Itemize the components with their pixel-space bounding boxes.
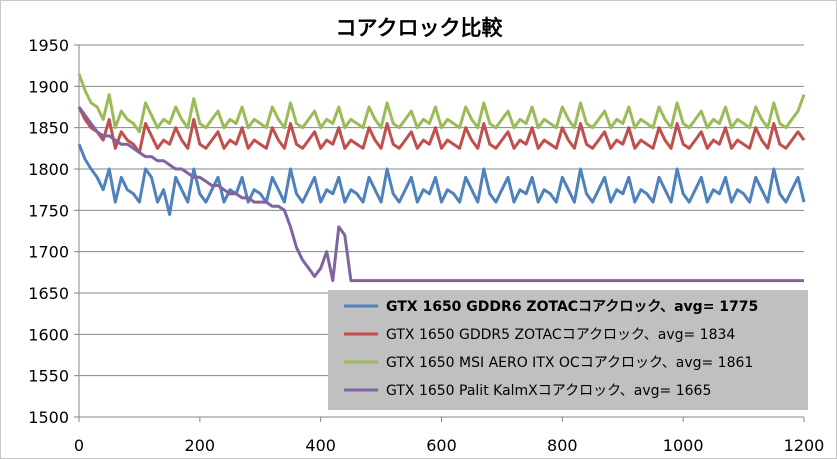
x-tick-label: 400 [305, 436, 336, 455]
y-tick-label: 1550 [28, 367, 69, 386]
x-tick-label: 1200 [784, 436, 825, 455]
legend-label: GTX 1650 MSI AERO ITX OCコアクロック、avg= 1861 [386, 355, 753, 371]
y-tick-label: 1650 [28, 284, 69, 303]
y-tick-label: 1500 [28, 408, 69, 427]
series-line-1 [77, 143, 806, 216]
grid-lines [79, 44, 804, 377]
x-tick-label: 200 [185, 436, 216, 455]
x-tick-label: 600 [426, 436, 457, 455]
x-tick-label: 1000 [663, 436, 704, 455]
x-tick-label: 0 [74, 436, 84, 455]
chart-title: コアクロック比較 [336, 16, 504, 40]
axes: 1500 1550 1600 1650 1700 1750 1800 1850 1900 1950… [28, 36, 824, 455]
y-tick-label: 1600 [28, 325, 69, 344]
series-line-3 [77, 73, 806, 134]
x-tick-label: 800 [547, 436, 578, 455]
y-tick-label: 1950 [28, 36, 69, 55]
series-lines [77, 73, 806, 283]
y-tick-label: 1750 [28, 201, 69, 220]
legend: GTX 1650 GDDR6 ZOTACコアクロック、avg= 1775 GTX … [328, 290, 808, 410]
y-tick-label: 1700 [28, 243, 69, 262]
y-tick-label: 1850 [28, 119, 69, 138]
y-tick-label: 1900 [28, 77, 69, 96]
legend-label: GTX 1650 GDDR6 ZOTACコアクロック、avg= 1775 [386, 299, 758, 315]
y-tick-label: 1800 [28, 160, 69, 179]
series-line-4 [77, 106, 804, 283]
legend-label: GTX 1650 GDDR5 ZOTACコアクロック、avg= 1834 [386, 327, 735, 343]
legend-label: GTX 1650 Palit KalmXコアクロック、avg= 1665 [386, 383, 711, 399]
series-line-2 [77, 106, 806, 154]
legend-box [328, 290, 808, 410]
